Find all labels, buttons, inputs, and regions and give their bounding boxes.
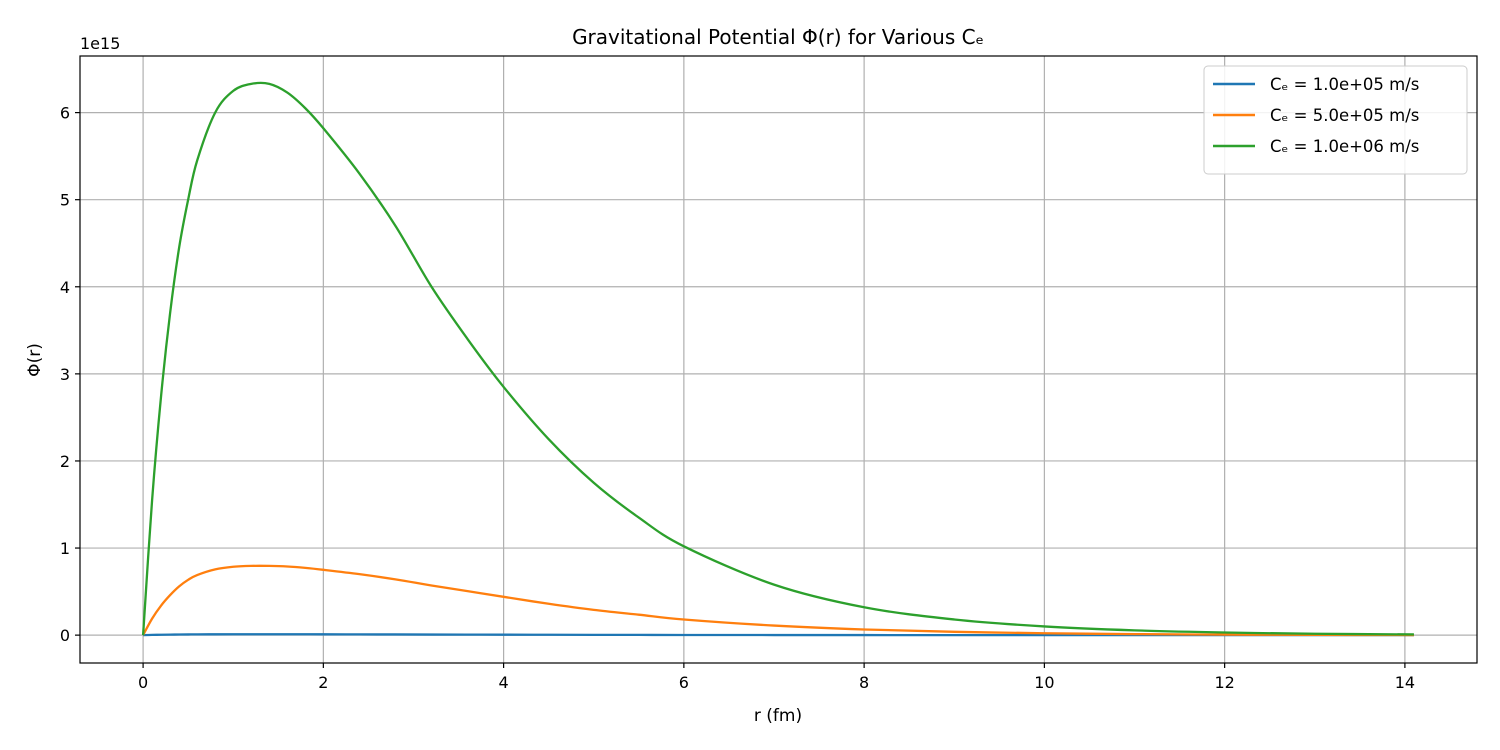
y-tick-label: 4 [60,278,70,297]
legend: Cₑ = 1.0e+05 m/s Cₑ = 5.0e+05 m/s Cₑ = 1.0… [1203,65,1468,175]
x-tick-label: 8 [859,673,869,692]
x-tick-label: 10 [1034,673,1054,692]
legend-entry-label: Cₑ = 5.0e+05 m/s [1270,106,1419,125]
chart-title: Gravitational Potential Φ(r) for Various… [572,25,984,49]
y-axis-ticks: 0 1 2 3 4 5 6 [60,104,80,645]
y-tick-label: 2 [60,452,70,471]
x-tick-label: 4 [499,673,509,692]
y-axis-label: Φ(r) [25,343,45,377]
x-tick-label: 2 [318,673,328,692]
y-tick-label: 5 [60,191,70,210]
x-tick-label: 0 [138,673,148,692]
series-line-2 [142,564,1414,637]
legend-entry-label: Cₑ = 1.0e+06 m/s [1270,137,1419,156]
y-tick-label: 6 [60,104,70,123]
series-line-1 [143,633,1414,637]
x-axis-ticks: 0 2 4 6 8 10 12 14 [138,663,1415,692]
x-tick-label: 12 [1214,673,1234,692]
x-axis-label: r (fm) [754,706,802,726]
x-tick-label: 6 [679,673,689,692]
series-lines [141,81,1414,637]
legend-box [1203,65,1468,175]
series-line-3 [141,81,1414,636]
legend-entry-label: Cₑ = 1.0e+05 m/s [1270,75,1419,94]
x-tick-label: 14 [1395,673,1415,692]
y-axis-offset-text: 1e15 [80,34,120,53]
y-tick-label: 3 [60,365,70,384]
y-tick-label: 1 [60,539,70,558]
y-tick-label: 0 [60,626,70,645]
plot-frame [79,55,1478,664]
